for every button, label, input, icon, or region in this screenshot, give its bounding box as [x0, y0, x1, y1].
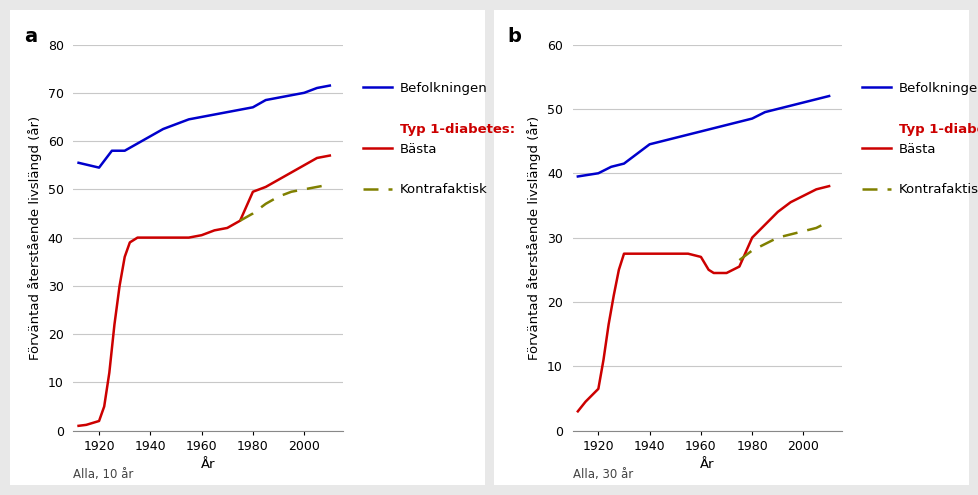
Text: a: a [24, 27, 37, 46]
Legend: Befolkningen, , Typ 1-diabetes:, Bästa, , Kontrafaktisk: Befolkningen, , Typ 1-diabetes:, Bästa, … [861, 82, 978, 197]
X-axis label: År: År [200, 458, 215, 471]
Text: Alla, 30 år: Alla, 30 år [572, 468, 633, 481]
Legend: Befolkningen, , Typ 1-diabetes:, Bästa, , Kontrafaktisk: Befolkningen, , Typ 1-diabetes:, Bästa, … [362, 82, 514, 197]
Text: b: b [507, 27, 520, 46]
Y-axis label: Förväntad återstående livslängd (år): Förväntad återstående livslängd (år) [527, 115, 541, 360]
Y-axis label: Förväntad återstående livslängd (år): Förväntad återstående livslängd (år) [28, 115, 42, 360]
Text: Alla, 10 år: Alla, 10 år [73, 468, 134, 481]
X-axis label: År: År [699, 458, 714, 471]
